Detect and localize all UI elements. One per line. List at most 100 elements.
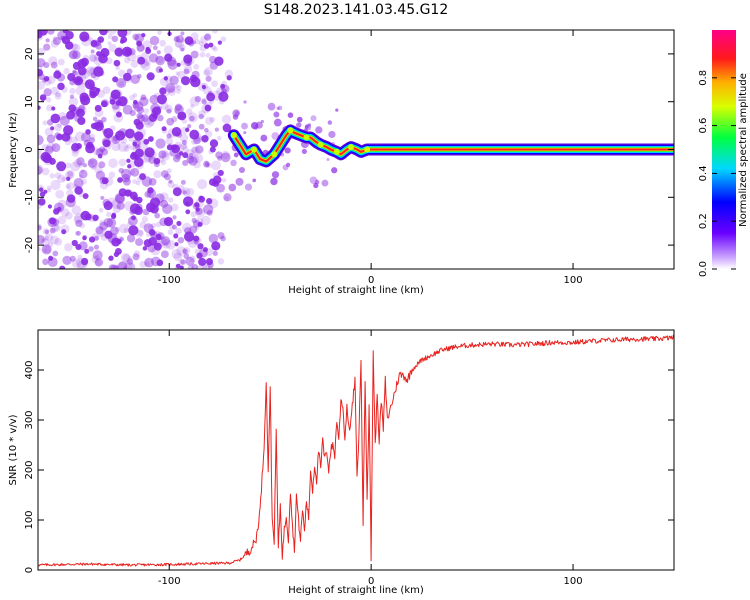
noise-blob — [121, 173, 131, 183]
noise-blob — [126, 143, 131, 149]
noise-blob — [132, 144, 140, 152]
noise-blob — [78, 169, 88, 179]
noise-blob — [160, 159, 167, 166]
noise-blob — [277, 105, 283, 111]
noise-blob — [65, 40, 74, 50]
noise-blob — [109, 125, 116, 132]
noise-blob — [89, 54, 98, 63]
noise-blob — [160, 236, 171, 246]
noise-blob — [98, 207, 104, 213]
noise-blob — [101, 49, 107, 55]
noise-blob — [114, 265, 120, 269]
noise-blob — [129, 193, 137, 200]
noise-blob — [315, 126, 323, 134]
noise-blob — [117, 141, 128, 153]
noise-blob — [136, 203, 143, 210]
noise-blob — [48, 255, 54, 261]
noise-blob — [177, 111, 187, 121]
noise-blob — [179, 265, 184, 269]
noise-blob — [271, 171, 280, 179]
noise-blob — [43, 88, 52, 97]
noise-blob — [149, 197, 161, 208]
noise-blob — [157, 30, 162, 36]
noise-blob — [191, 138, 198, 145]
noise-blob — [221, 114, 232, 124]
noise-blob — [203, 43, 210, 49]
noise-blob — [199, 36, 208, 44]
noise-blob — [80, 210, 91, 221]
noise-blob — [153, 170, 162, 179]
noise-blob — [76, 260, 87, 269]
noise-blob — [109, 98, 116, 105]
noise-blob — [211, 241, 221, 251]
noise-blob — [38, 68, 44, 77]
noise-blob — [305, 125, 309, 129]
noise-blob — [92, 214, 99, 222]
noise-blob — [65, 162, 72, 169]
noise-blob — [203, 204, 214, 215]
noise-blob — [167, 229, 174, 235]
noise-blob — [61, 229, 67, 235]
noise-blob — [143, 138, 150, 145]
noise-blob — [228, 183, 237, 192]
snr-y-tick-label: 0 — [24, 567, 35, 573]
noise-blob — [155, 138, 166, 149]
noise-blob — [155, 55, 166, 66]
noise-blob — [184, 201, 190, 207]
noise-blob — [99, 221, 108, 231]
noise-blob — [182, 190, 187, 195]
noise-blob — [100, 100, 108, 108]
noise-blob — [310, 115, 317, 122]
noise-blob — [95, 170, 106, 180]
noise-blob — [209, 116, 216, 123]
noise-blob — [204, 160, 209, 165]
noise-blob — [190, 76, 201, 88]
noise-blob — [126, 158, 131, 163]
noise-blob — [132, 195, 139, 202]
noise-blob — [103, 128, 114, 139]
noise-blob — [196, 252, 203, 259]
noise-blob — [175, 88, 181, 94]
colorbar-gradient — [712, 30, 736, 269]
noise-blob — [118, 223, 129, 234]
snr-frame — [37, 329, 675, 571]
noise-blob — [38, 165, 43, 175]
noise-blob — [84, 248, 90, 254]
noise-blob — [148, 229, 156, 236]
noise-blob — [101, 137, 111, 147]
noise-blob — [48, 56, 58, 66]
noise-blob — [174, 84, 180, 89]
noise-blob — [133, 131, 144, 141]
noise-blob — [181, 126, 189, 134]
noise-blob — [180, 47, 185, 52]
noise-blob — [123, 145, 130, 152]
noise-blob — [127, 256, 133, 262]
noise-blob — [136, 106, 145, 114]
noise-blob — [135, 121, 144, 130]
noise-blob — [94, 108, 104, 118]
noise-blob — [140, 94, 147, 101]
noise-blob — [92, 250, 103, 261]
noise-blob — [204, 104, 212, 112]
noise-blob — [55, 189, 65, 199]
noise-blob — [164, 53, 173, 62]
noise-blob — [326, 157, 330, 162]
noise-blob — [189, 129, 200, 140]
noise-blob — [273, 111, 280, 118]
noise-blob — [163, 45, 173, 55]
noise-blob — [87, 213, 96, 222]
noise-blob — [174, 40, 183, 48]
noise-blob — [106, 211, 112, 218]
noise-blob — [114, 193, 125, 204]
noise-blob — [57, 58, 65, 66]
noise-blob — [56, 161, 67, 172]
noise-blob — [151, 106, 162, 116]
noise-blob — [182, 248, 188, 254]
noise-blob — [203, 160, 210, 168]
noise-blob — [199, 248, 208, 258]
noise-blob — [86, 213, 94, 221]
noise-blob — [46, 185, 52, 191]
noise-blob — [176, 220, 182, 227]
noise-blob — [104, 230, 113, 239]
